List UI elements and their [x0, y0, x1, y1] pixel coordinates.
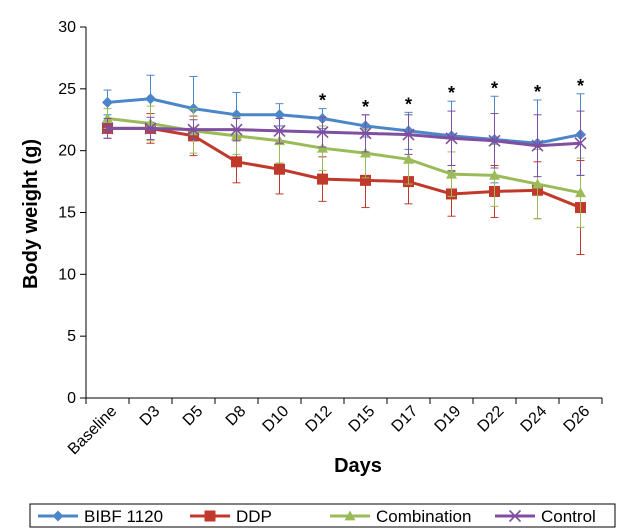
- data-point-stroke: [187, 123, 200, 136]
- x-tick-label: D17: [389, 403, 422, 436]
- data-point: [102, 113, 113, 123]
- data-point-stroke: [445, 132, 458, 145]
- data-point: [187, 123, 200, 136]
- significance-star: *: [319, 91, 326, 111]
- data-point: [144, 122, 157, 135]
- data-point: [360, 174, 371, 186]
- x-tick-label: D26: [561, 403, 594, 436]
- y-tick-label: 10: [58, 266, 76, 283]
- x-tick-label: D8: [223, 403, 250, 430]
- data-point: [344, 510, 356, 521]
- y-tick-label: 5: [67, 328, 76, 345]
- x-tick-label: D5: [180, 403, 207, 430]
- significance-star: *: [362, 97, 369, 117]
- series-control: [101, 110, 587, 178]
- significance-star: *: [491, 78, 498, 98]
- data-point-stroke: [574, 137, 587, 150]
- data-point: [230, 123, 243, 136]
- data-point: [488, 134, 501, 147]
- legend-label: Control: [541, 507, 596, 526]
- legend-entry: BIBF 1120: [38, 507, 163, 526]
- data-point-stroke: [101, 122, 114, 135]
- data-point: [273, 124, 286, 137]
- data-point: [317, 173, 328, 185]
- data-point: [531, 139, 544, 152]
- significance-star: *: [577, 76, 584, 96]
- data-point: [445, 132, 458, 145]
- series-line: [107, 126, 581, 148]
- legend-label: BIBF 1120: [84, 507, 163, 526]
- data-point: [508, 509, 522, 523]
- series-line: [107, 126, 582, 209]
- data-point: [274, 109, 285, 121]
- legend-label: DDP: [236, 507, 272, 526]
- series-bibf-1120: [102, 74, 586, 188]
- data-point: [446, 168, 457, 179]
- data-point: [316, 126, 329, 139]
- data-point-stroke: [316, 126, 329, 139]
- x-tick-label: D15: [346, 403, 379, 436]
- x-tick-label: D22: [475, 403, 508, 436]
- x-tick-label: D19: [432, 403, 465, 436]
- data-point: [204, 510, 216, 522]
- data-point: [317, 142, 328, 153]
- significance-star: *: [405, 94, 412, 114]
- significance-star: *: [534, 82, 541, 102]
- y-tick-label: 20: [58, 143, 76, 160]
- y-tick-label: 15: [58, 205, 76, 222]
- legend-entry: Combination: [330, 507, 471, 526]
- data-point-stroke: [531, 139, 544, 152]
- data-point-stroke: [273, 124, 286, 137]
- data-point: [403, 153, 414, 164]
- data-point: [489, 169, 500, 180]
- x-tick-label: D3: [137, 403, 164, 430]
- data-point: [274, 163, 285, 175]
- significance-star: *: [448, 83, 455, 103]
- y-tick-label: 25: [58, 81, 76, 98]
- data-point: [101, 122, 114, 135]
- legend: BIBF 1120 DDP Combination Control: [29, 503, 616, 528]
- y-tick-label: 0: [67, 390, 76, 407]
- legend-label: Combination: [376, 507, 471, 526]
- data-point: [359, 127, 372, 140]
- y-axis-title: Body weight (g): [20, 139, 42, 289]
- data-point: [231, 156, 242, 168]
- series-layer: [101, 74, 587, 256]
- data-point: [145, 93, 156, 105]
- data-point-stroke: [402, 128, 415, 141]
- labels-layer: 0 5 10 15 20 25 30 Baseline D3 D5 D8 D10 D12 D15 D17 D1…: [58, 19, 593, 458]
- data-point-stroke: [508, 509, 522, 523]
- x-tick-label: Baseline: [65, 403, 120, 458]
- x-axis-title: Days: [334, 455, 382, 477]
- data-point-stroke: [359, 127, 372, 140]
- axes-layer: [80, 26, 603, 404]
- x-tick-label: D10: [260, 403, 293, 436]
- data-point: [574, 137, 587, 150]
- data-point: [360, 147, 371, 158]
- y-tick-label: 30: [58, 19, 76, 36]
- legend-box: [29, 503, 616, 528]
- x-tick-label: D24: [518, 403, 551, 436]
- data-point: [532, 178, 543, 189]
- data-point: [402, 128, 415, 141]
- series-ddp: [102, 113, 586, 256]
- data-point-stroke: [488, 134, 501, 147]
- x-tick-label: D12: [303, 403, 336, 436]
- data-point: [52, 510, 64, 522]
- data-point-stroke: [230, 123, 243, 136]
- series-combination: [102, 105, 586, 228]
- data-point: [102, 96, 113, 108]
- legend-entry: DDP: [190, 507, 272, 526]
- legend-entry: Control: [495, 507, 596, 526]
- data-point-stroke: [144, 122, 157, 135]
- series-line: [107, 97, 581, 145]
- data-point: [575, 187, 586, 198]
